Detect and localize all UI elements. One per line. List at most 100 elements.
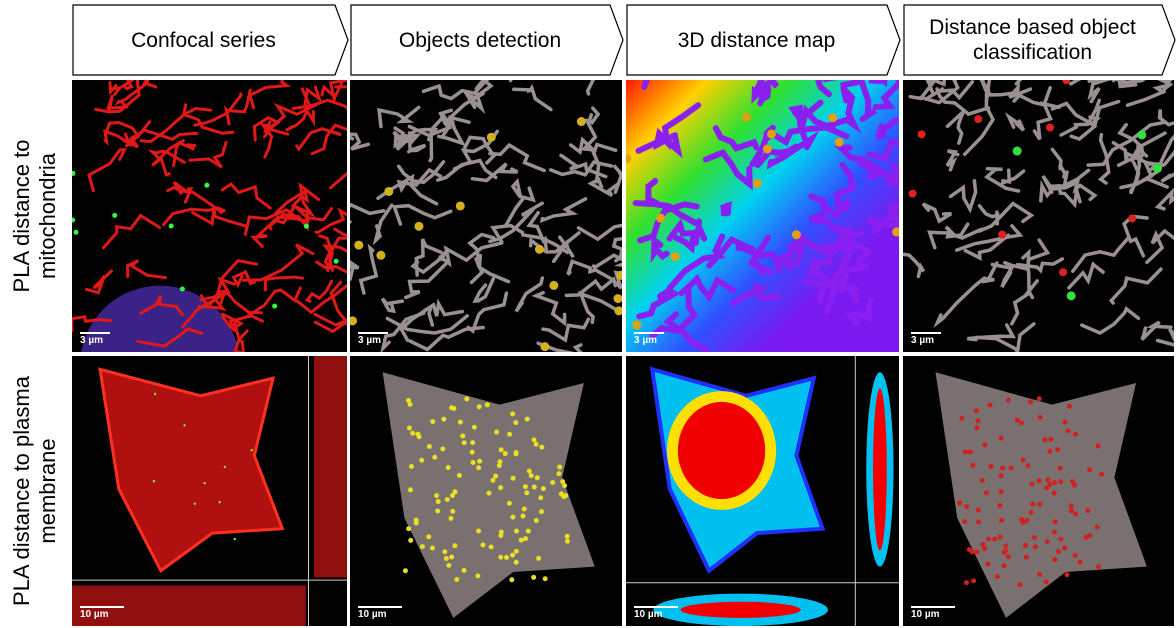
- scale-bar-line: [358, 332, 388, 334]
- column-header: Objects detection: [350, 0, 624, 78]
- texture: [1124, 216, 1147, 255]
- object-dot: [513, 420, 518, 425]
- texture: [514, 88, 551, 110]
- scale-bar-label: 10 µm: [634, 609, 663, 620]
- image-panel: 10 µm: [626, 356, 899, 626]
- object-dot: [525, 417, 530, 422]
- image-panel: 10 µm: [903, 356, 1174, 626]
- object-dot: [1062, 545, 1067, 550]
- object-dot: [408, 538, 413, 543]
- micrograph: [903, 356, 1174, 626]
- object-dot: [534, 442, 539, 447]
- object-dot: [414, 222, 423, 231]
- object-dot: [218, 501, 220, 503]
- object-dot: [1030, 502, 1035, 507]
- texture: [468, 293, 506, 331]
- object-dot: [153, 480, 155, 482]
- object-dot: [450, 509, 455, 514]
- object-dot: [1070, 479, 1075, 484]
- texture: [1142, 322, 1171, 340]
- object-dot: [384, 187, 393, 196]
- texture: [923, 204, 951, 221]
- texture: [967, 325, 1013, 340]
- texture: [226, 90, 250, 124]
- object-dot: [448, 516, 453, 521]
- scale-bar: 10 µm: [634, 606, 678, 620]
- micrograph: [350, 80, 622, 352]
- texture: [250, 80, 288, 108]
- object-dot: [1044, 579, 1049, 584]
- object-dot: [426, 534, 431, 539]
- object-dot: [1052, 480, 1057, 485]
- object-dot: [462, 568, 467, 573]
- texture: [948, 112, 964, 144]
- object-dot: [499, 447, 504, 452]
- object-dot: [982, 546, 987, 551]
- object-dot: [485, 402, 490, 407]
- micrograph: [72, 356, 347, 626]
- column-label: Objects detection: [354, 5, 606, 75]
- object-dot: [1069, 503, 1074, 508]
- texture: [297, 129, 341, 149]
- texture: [979, 204, 1031, 232]
- texture: [382, 299, 402, 311]
- object-dot: [989, 464, 994, 469]
- object-dot: [962, 519, 967, 524]
- object-dot: [452, 543, 457, 548]
- object-dot: [494, 430, 499, 435]
- object-dot: [532, 484, 537, 489]
- object-dot: [1067, 291, 1076, 300]
- object-dot: [995, 574, 1000, 579]
- texture: [615, 157, 622, 179]
- object-dot: [234, 538, 236, 540]
- object-dot: [1000, 466, 1005, 471]
- object-dot: [480, 542, 485, 547]
- object-dot: [514, 560, 519, 565]
- distance-map: [626, 80, 899, 352]
- object-dot: [985, 562, 990, 567]
- object-dot: [407, 426, 412, 431]
- object-dot: [835, 138, 844, 147]
- object-dot: [514, 549, 519, 554]
- object-dot: [971, 578, 976, 583]
- object-dot: [1064, 572, 1069, 577]
- scale-bar-line: [80, 332, 110, 334]
- texture: [387, 316, 467, 333]
- side-view: [873, 388, 887, 550]
- object-dot: [976, 418, 981, 423]
- image-panel: 3 µm: [903, 80, 1174, 352]
- scale-bar-line: [358, 606, 402, 608]
- object-dot: [72, 217, 75, 222]
- object-dot: [503, 451, 508, 456]
- object-dot: [154, 393, 156, 395]
- object-dot: [510, 515, 515, 520]
- object-dot: [543, 576, 548, 581]
- object-dot: [656, 214, 665, 223]
- object-dot: [524, 490, 529, 495]
- texture: [1052, 149, 1064, 177]
- object-dot: [472, 425, 477, 430]
- texture: [105, 131, 129, 143]
- object-dot: [354, 241, 363, 250]
- scale-bar-line: [911, 332, 941, 334]
- texture: [588, 80, 622, 94]
- object-dot: [444, 556, 449, 561]
- object-dot: [1067, 404, 1072, 409]
- figure: Confocal seriesObjects detection3D dista…: [0, 0, 1176, 628]
- object-dot: [1029, 481, 1034, 486]
- object-dot: [1029, 510, 1034, 515]
- object-dot: [1073, 553, 1078, 558]
- object-dot: [999, 436, 1004, 441]
- object-dot: [490, 478, 495, 483]
- scale-bar-line: [634, 606, 678, 608]
- texture: [1035, 88, 1051, 140]
- object-dot: [1062, 80, 1070, 84]
- object-dot: [436, 499, 441, 504]
- side-view: [314, 356, 347, 577]
- texture: [950, 80, 984, 82]
- object-dot: [565, 539, 570, 544]
- object-dot: [577, 117, 586, 126]
- object-dot: [72, 171, 75, 176]
- object-dot: [1006, 397, 1011, 402]
- texture: [1003, 170, 1024, 183]
